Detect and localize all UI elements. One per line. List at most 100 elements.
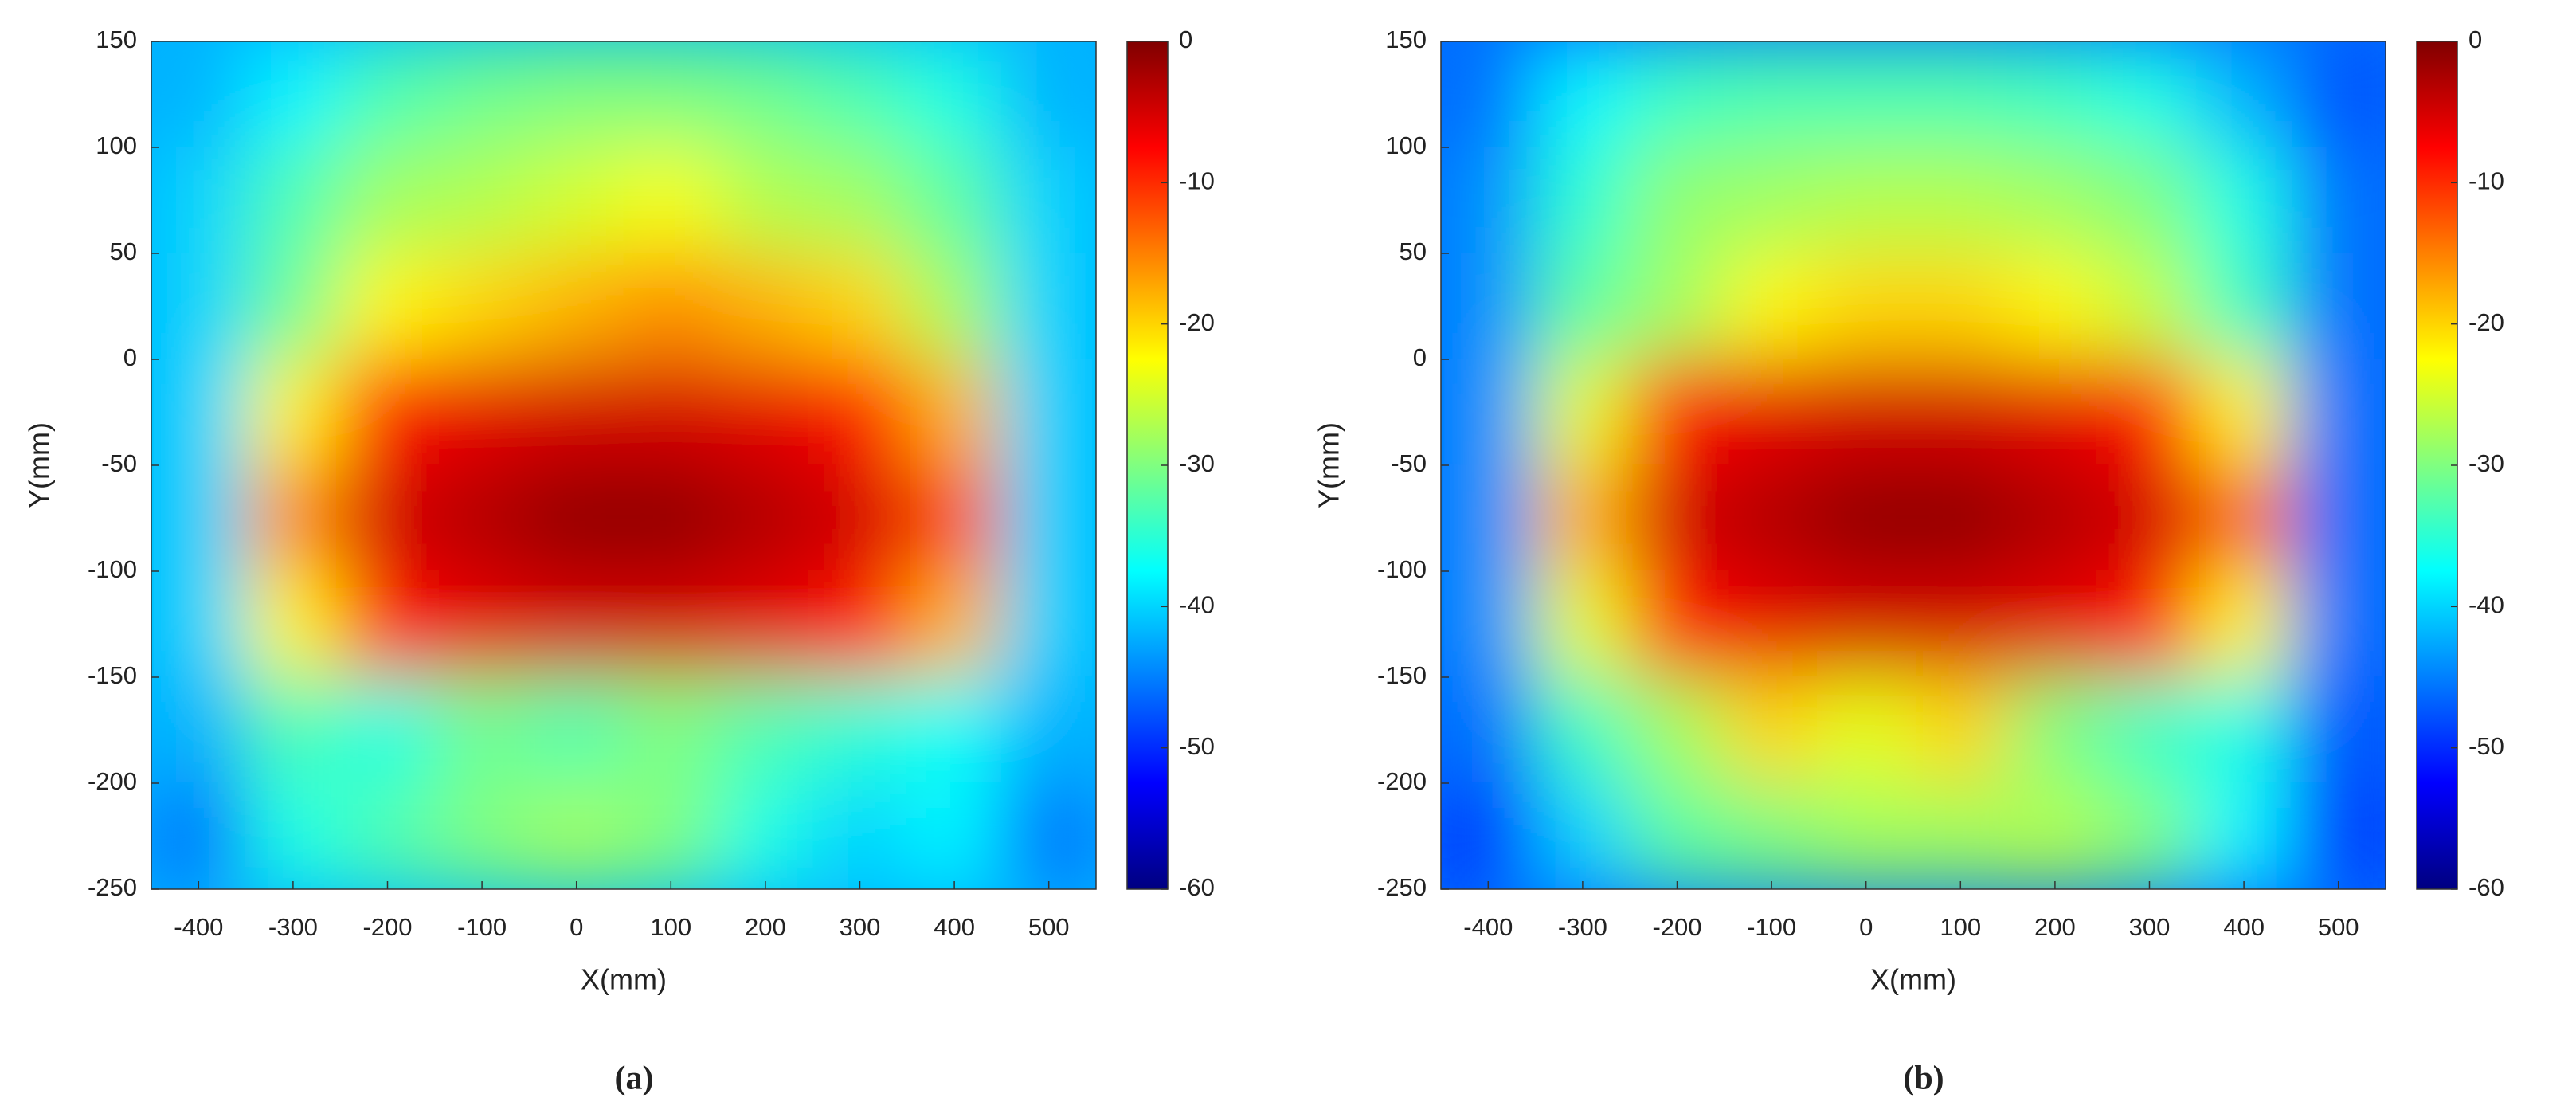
y-tick-label: 150 bbox=[1385, 25, 1427, 53]
colorbar-tick-label: -10 bbox=[2468, 167, 2504, 195]
heat-cell bbox=[433, 570, 530, 678]
caption: (b) bbox=[1903, 1060, 1944, 1097]
heat-cell bbox=[1723, 41, 1820, 148]
heat-cell bbox=[339, 253, 436, 360]
colorbar-tick-label: -30 bbox=[2468, 449, 2504, 477]
heat-cell bbox=[528, 359, 624, 466]
heat-cell bbox=[151, 464, 247, 572]
heat-cell bbox=[433, 147, 530, 254]
x-tick-label: -300 bbox=[1558, 913, 1607, 941]
heat-cell bbox=[2195, 464, 2292, 572]
x-tick-label: 400 bbox=[934, 913, 975, 941]
heat-cell bbox=[339, 41, 436, 148]
heat-cell bbox=[906, 359, 1003, 466]
heat-cell bbox=[2101, 253, 2198, 360]
heat-cell bbox=[1818, 464, 1914, 572]
x-axis-label: X(mm) bbox=[1870, 963, 1956, 996]
heat-cell bbox=[433, 359, 530, 466]
x-tick-label: -100 bbox=[457, 913, 507, 941]
y-tick-label: 0 bbox=[1413, 343, 1427, 371]
heat-cell bbox=[245, 464, 342, 572]
heat-cell bbox=[1534, 41, 1631, 148]
heatmap-field bbox=[1441, 41, 2386, 889]
heat-cell bbox=[528, 782, 624, 889]
heat-cell bbox=[1912, 41, 2009, 148]
x-tick-label: 500 bbox=[2318, 913, 2359, 941]
heat-cell bbox=[2290, 253, 2386, 360]
heat-cell bbox=[151, 41, 247, 148]
heat-cell bbox=[1534, 464, 1631, 572]
heat-cell bbox=[2006, 464, 2104, 572]
heat-cell bbox=[2290, 147, 2386, 254]
y-tick-label: -150 bbox=[88, 661, 137, 689]
heat-cell bbox=[245, 41, 342, 148]
heat-cell bbox=[1629, 570, 1725, 678]
heat-cell bbox=[433, 253, 530, 360]
heat-cell bbox=[623, 464, 719, 572]
heat-cell bbox=[339, 782, 436, 889]
x-tick-label: 0 bbox=[1859, 913, 1873, 941]
heat-cell bbox=[1534, 570, 1631, 678]
heat-cell bbox=[623, 676, 719, 784]
heat-cell bbox=[2290, 676, 2386, 784]
heatmap-field bbox=[151, 41, 1096, 889]
heat-cell bbox=[717, 41, 814, 148]
heat-cell bbox=[2006, 359, 2104, 466]
heat-cell bbox=[2006, 147, 2104, 254]
heat-cell bbox=[2101, 41, 2198, 148]
heat-cell bbox=[2290, 782, 2386, 889]
y-tick-label: -50 bbox=[1391, 449, 1427, 477]
y-tick-label: -100 bbox=[88, 555, 137, 583]
x-tick-label: 200 bbox=[745, 913, 786, 941]
heat-cell bbox=[623, 570, 719, 678]
y-tick-label: -150 bbox=[1377, 661, 1427, 689]
heat-cell bbox=[245, 570, 342, 678]
x-tick-label: 500 bbox=[1028, 913, 1070, 941]
heat-cell bbox=[339, 147, 436, 254]
heat-cell bbox=[2195, 570, 2292, 678]
y-tick-label: -250 bbox=[1377, 873, 1427, 901]
heat-cell bbox=[1723, 782, 1820, 889]
x-tick-label: -400 bbox=[1463, 913, 1513, 941]
heat-cell bbox=[1912, 147, 2009, 254]
y-tick-label: 100 bbox=[96, 131, 137, 159]
heat-cell bbox=[1912, 464, 2009, 572]
heat-cell bbox=[717, 359, 814, 466]
heat-cell bbox=[906, 253, 1003, 360]
heat-cell bbox=[1723, 253, 1820, 360]
heat-cell bbox=[623, 41, 719, 148]
colorbar-tick-label: -50 bbox=[1179, 732, 1215, 760]
colorbar-tick-label: -20 bbox=[1179, 308, 1215, 336]
heat-cell bbox=[151, 782, 247, 889]
heat-cell bbox=[245, 147, 342, 254]
colorbar-tick-label: -40 bbox=[2468, 591, 2504, 619]
colorbar-tick-label: -50 bbox=[2468, 732, 2504, 760]
colorbar bbox=[2416, 41, 2458, 890]
heat-cell bbox=[1000, 570, 1096, 678]
x-tick-label: 300 bbox=[2129, 913, 2171, 941]
heat-cell bbox=[812, 253, 908, 360]
y-tick-label: -250 bbox=[88, 873, 137, 901]
heat-cell bbox=[528, 41, 624, 148]
heat-cell bbox=[1723, 676, 1820, 784]
x-tick-label: 100 bbox=[650, 913, 691, 941]
heat-cell bbox=[1534, 147, 1631, 254]
heat-cell bbox=[1912, 782, 2009, 889]
heat-cell bbox=[1723, 464, 1820, 572]
y-axis-label: Y(mm) bbox=[1313, 422, 1345, 508]
heat-cell bbox=[1441, 782, 1537, 889]
heat-cell bbox=[717, 253, 814, 360]
heat-cell bbox=[2195, 253, 2292, 360]
heat-cell bbox=[1723, 570, 1820, 678]
heat-cell bbox=[528, 464, 624, 572]
x-tick-label: -300 bbox=[268, 913, 318, 941]
field-cells bbox=[151, 41, 1096, 889]
heat-cell bbox=[906, 464, 1003, 572]
heat-cell bbox=[717, 147, 814, 254]
y-tick-label: -200 bbox=[1377, 767, 1427, 795]
heat-cell bbox=[2290, 464, 2386, 572]
heat-cell bbox=[1534, 253, 1631, 360]
heat-cell bbox=[2006, 41, 2104, 148]
heat-cell bbox=[1441, 464, 1537, 572]
heat-cell bbox=[433, 41, 530, 148]
